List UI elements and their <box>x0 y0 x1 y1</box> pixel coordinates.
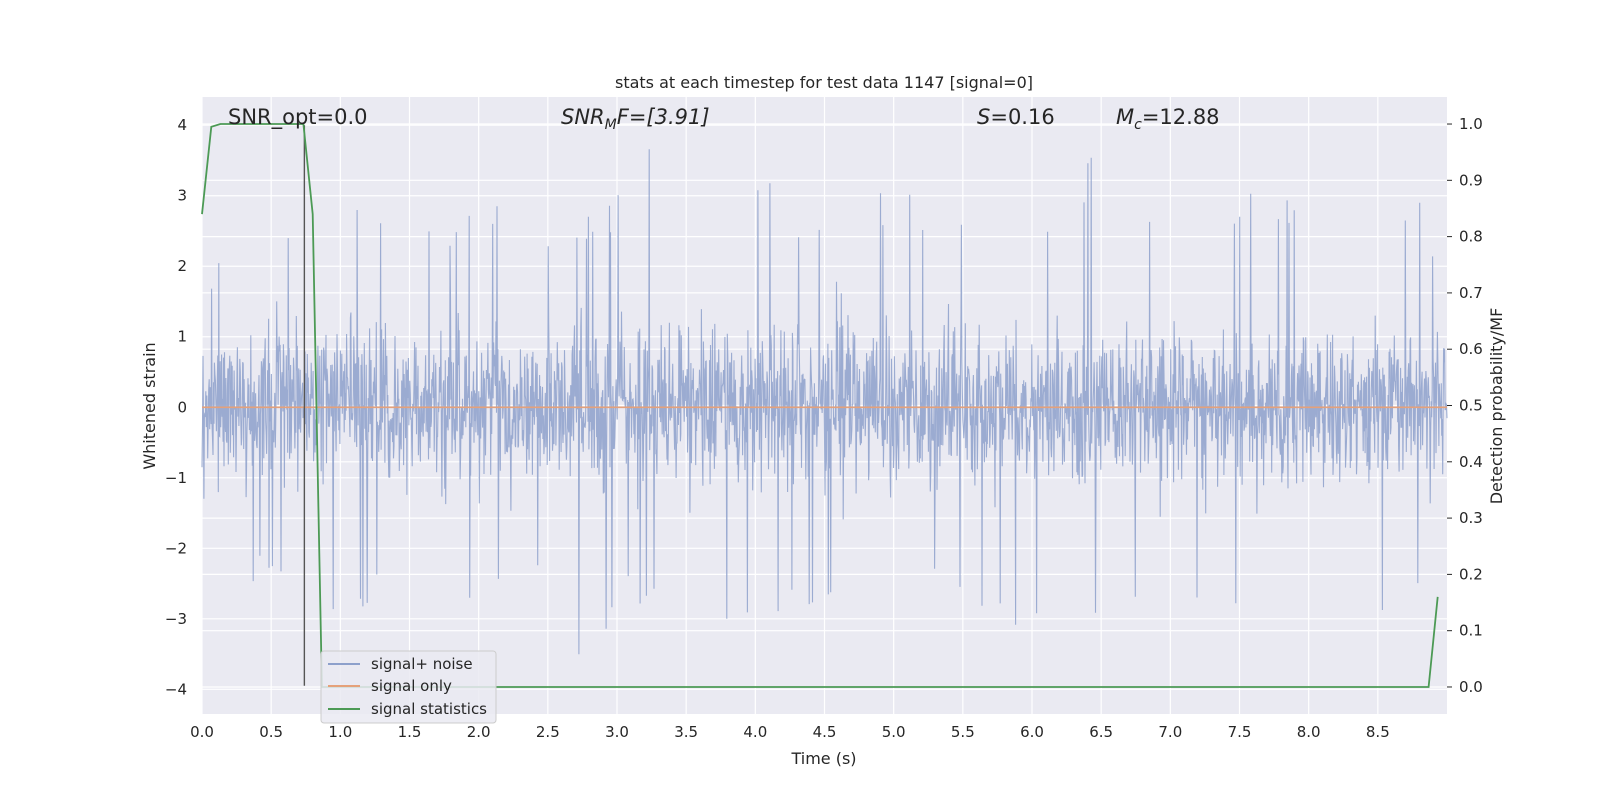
y2-axis-label: Detection probability/MF <box>1487 308 1506 505</box>
y2-tick-label: 0.7 <box>1459 284 1483 302</box>
y2-tick-label: 0.2 <box>1459 565 1483 583</box>
y2-tick-labels: 1.0 0.9 0.8 0.7 0.6 0.5 0.4 0.3 0.2 0.1 0.0 <box>1447 115 1483 696</box>
y2-tick-label: 0.5 <box>1459 397 1483 415</box>
y-axis-label: Whitened strain <box>140 342 159 469</box>
y2-tick-label: 0.4 <box>1459 453 1483 471</box>
chart-title: stats at each timestep for test data 114… <box>615 73 1033 92</box>
annotation-s: S=0.16 <box>977 105 1055 129</box>
y2-tick-label: 0.1 <box>1459 622 1483 640</box>
legend: signal+ noise signal only signal statist… <box>320 650 497 724</box>
legend-box <box>320 650 497 724</box>
y-tick-label: −2 <box>165 539 187 557</box>
y-tick-label: 0 <box>177 398 187 416</box>
signal-plus-noise-line <box>201 149 1448 655</box>
legend-entry-signal-plus-noise: signal+ noise <box>371 655 473 673</box>
x-tick-label: 2.0 <box>467 723 491 741</box>
annotation-mc-sub: c <box>1134 117 1142 133</box>
x-tick-label: 0.5 <box>259 723 283 741</box>
x-tick-label: 5.5 <box>951 723 975 741</box>
legend-entry-signal-statistics: signal statistics <box>371 700 487 718</box>
x-tick-label: 3.5 <box>674 723 698 741</box>
series-signal-plus-noise <box>201 149 1448 655</box>
x-tick-label: 5.0 <box>882 723 906 741</box>
x-tick-label: 6.0 <box>1020 723 1044 741</box>
y-tick-label: 2 <box>177 257 187 275</box>
y2-tick-label: 0.0 <box>1459 678 1483 696</box>
y-tick-label: 3 <box>177 187 187 205</box>
x-tick-labels: 0.0 0.5 1.0 1.5 2.0 2.5 3.0 3.5 4.0 4.5 5.0 5.5 6.0 6… <box>190 723 1390 741</box>
y-tick-label: −4 <box>165 680 187 698</box>
annotation-mc-var: M <box>1116 105 1134 129</box>
x-tick-label: 1.0 <box>328 723 352 741</box>
x-tick-label: 6.5 <box>1089 723 1113 741</box>
x-tick-label: 4.5 <box>813 723 837 741</box>
legend-entry-signal-only: signal only <box>371 677 452 695</box>
annotation-snr-mf-main: SNR <box>561 105 605 129</box>
annotation-snr-mf-rest: F=[3.91] <box>617 105 710 129</box>
annotation-s-var: S <box>977 105 990 129</box>
annotation-snr-mf-sub: M <box>605 117 617 133</box>
y2-tick-label: 0.6 <box>1459 340 1483 358</box>
x-tick-label: 8.0 <box>1297 723 1321 741</box>
x-tick-label: 2.5 <box>536 723 560 741</box>
x-tick-label: 1.5 <box>398 723 422 741</box>
x-tick-label: 4.0 <box>743 723 767 741</box>
annotation-snr-opt: SNR_opt=0.0 <box>228 105 368 130</box>
y-tick-label: −1 <box>165 469 187 487</box>
annotation-mc-val: =12.88 <box>1142 105 1220 129</box>
y-tick-label: 1 <box>177 328 187 346</box>
annotation-s-val: =0.16 <box>990 105 1054 129</box>
y2-tick-label: 0.8 <box>1459 228 1483 246</box>
x-tick-label: 0.0 <box>190 723 214 741</box>
y-tick-label: 4 <box>177 116 187 134</box>
y2-tick-label: 1.0 <box>1459 115 1483 133</box>
annotation-mc: Mc=12.88 <box>1116 105 1220 133</box>
x-tick-label: 8.5 <box>1366 723 1390 741</box>
x-axis-label: Time (s) <box>790 749 856 768</box>
annotation-snr-mf: SNRMF=[3.91] <box>561 105 710 133</box>
x-tick-label: 7.5 <box>1228 723 1252 741</box>
y-tick-labels: 4 3 2 1 0 −1 −2 −3 −4 <box>165 116 187 698</box>
y-tick-label: −3 <box>165 610 187 628</box>
x-tick-label: 3.0 <box>605 723 629 741</box>
y2-tick-label: 0.3 <box>1459 509 1483 527</box>
x-tick-label: 7.0 <box>1158 723 1182 741</box>
y2-tick-label: 0.9 <box>1459 171 1483 189</box>
